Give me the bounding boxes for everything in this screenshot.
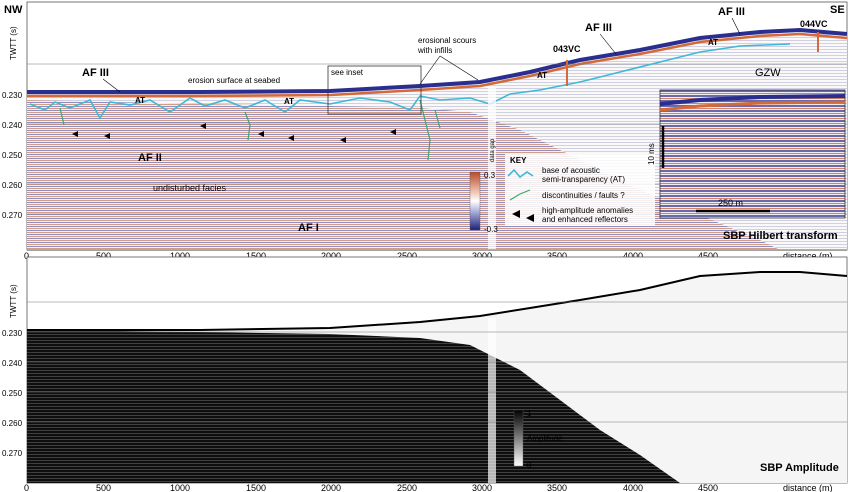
top-seabed-orange <box>27 32 848 98</box>
bottom-y-tick: 0.270 <box>2 449 23 458</box>
label-af3-right: AF III <box>718 6 745 18</box>
label-core-044: 044VC <box>800 19 828 29</box>
bottom-x-tick: 4000 <box>623 483 643 492</box>
top-seabed-reflector <box>27 27 848 94</box>
top-panel: NW SE TWTT (s) 0.230 0.240 0.250 0.260 0… <box>2 1 848 261</box>
top-y-tick: 0.230 <box>2 91 23 100</box>
bottom-title: SBP Amplitude <box>760 462 839 474</box>
top-y-tick: 0.270 <box>2 211 23 220</box>
inset-outline <box>327 65 422 115</box>
inset-panel: 10 ms 250 m <box>647 89 846 219</box>
bottom-y-tick: 0.230 <box>2 329 23 338</box>
key-title: KEY <box>510 156 527 165</box>
bottom-x-tick: 3000 <box>472 483 492 492</box>
bottom-x-tick: 1500 <box>246 483 266 492</box>
key-triangle-left <box>512 210 520 218</box>
top-y-tick: 0.240 <box>2 121 23 130</box>
label-erosion-surface: erosion surface at seabed <box>188 76 280 85</box>
key-item1-b: semi-transparency (AT) <box>542 175 625 184</box>
bottom-x-axis-label: distance (m) <box>783 483 833 492</box>
anomaly-markers <box>72 123 396 143</box>
top-x-tick: 4000 <box>623 251 643 261</box>
label-at-4: AT <box>708 38 718 47</box>
top-y-axis-label: TWTT (s) <box>9 26 18 60</box>
label-scours-2: with infills <box>417 46 452 55</box>
bottom-x-tick: 2500 <box>397 483 417 492</box>
label-undisturbed: undisturbed facies <box>153 183 227 193</box>
bottom-colorbar <box>513 409 524 467</box>
top-x-tick: 3500 <box>547 251 567 261</box>
label-core-043: 043VC <box>553 44 581 54</box>
key-item1-a: base of acoustic <box>542 166 600 175</box>
top-x-tick: 2000 <box>321 251 341 261</box>
data-gap <box>488 86 496 250</box>
top-x-tick: 0 <box>24 251 29 261</box>
bottom-x-tick: 2000 <box>321 483 341 492</box>
bottom-colorbar-label: Amplitude <box>527 434 563 443</box>
key-item2: discontinuities / faults ? <box>542 191 625 200</box>
bottom-x-ticks: 0 500 1000 1500 2000 2500 3000 3500 4000… <box>24 483 833 492</box>
top-x-tick: 4500 <box>698 251 718 261</box>
top-colorbar <box>469 171 481 231</box>
top-x-tick: 500 <box>96 251 111 261</box>
bottom-colorbar-min: 0 <box>527 461 532 470</box>
top-colorbar-max: 0.3 <box>484 171 496 180</box>
bottom-x-tick: 3500 <box>547 483 567 492</box>
top-y-ticks: 0.230 0.240 0.250 0.260 0.270 <box>2 91 23 220</box>
bottom-panel: TWTT (s) 0.230 0.240 0.250 0.260 0.270 0… <box>2 256 848 492</box>
key-item3-a: high-amplitude anomalies <box>542 206 633 215</box>
top-y-tick: 0.250 <box>2 151 23 160</box>
corner-se: SE <box>830 4 845 16</box>
label-at-3: AT <box>537 71 547 80</box>
bottom-data-gap <box>488 318 496 483</box>
top-x-ticks: 0 500 1000 1500 2000 2500 3000 3500 4000… <box>24 249 847 261</box>
label-af3-left: AF III <box>82 67 109 79</box>
label-data-gap: data gap <box>490 138 496 162</box>
top-x-tick: 3000 <box>472 251 492 261</box>
corner-nw: NW <box>4 4 23 16</box>
bottom-y-tick: 0.260 <box>2 419 23 428</box>
label-af3-mid: AF III <box>585 22 612 34</box>
top-x-tick: 1000 <box>170 251 190 261</box>
key-item3-b: and enhanced reflectors <box>542 215 628 224</box>
bottom-x-tick: 4500 <box>698 483 718 492</box>
top-y-tick: 0.260 <box>2 181 23 190</box>
bottom-colorbar-max: 1 <box>527 409 532 418</box>
label-at-1: AT <box>135 96 145 105</box>
bottom-y-tick: 0.250 <box>2 389 23 398</box>
bottom-y-axis-label: TWTT (s) <box>9 284 18 318</box>
label-see-inset: see inset <box>331 68 364 77</box>
key-triangle-right <box>526 214 534 222</box>
label-gzw: GZW <box>755 67 781 79</box>
fault-lines <box>59 99 441 161</box>
inset-scale-h-label: 250 m <box>718 198 743 208</box>
bottom-x-tick: 0 <box>24 483 29 492</box>
key-cyan-line <box>507 168 534 179</box>
bottom-y-ticks: 0.230 0.240 0.250 0.260 0.270 <box>2 329 23 458</box>
label-scours-1: erosional scours <box>418 36 476 45</box>
bottom-x-tick: 500 <box>96 483 111 492</box>
bottom-y-tick: 0.240 <box>2 359 23 368</box>
inset-scale-v-label: 10 ms <box>647 143 656 165</box>
label-at-2: AT <box>284 97 294 106</box>
top-title: SBP Hilbert transform <box>723 230 838 242</box>
top-colorbar-min: -0.3 <box>484 225 498 234</box>
bottom-gridlines <box>27 301 847 423</box>
label-af1: AF I <box>298 222 319 234</box>
top-x-axis-label: distance (m) <box>783 251 833 261</box>
key-green-line <box>509 189 531 201</box>
bottom-x-tick: 1000 <box>170 483 190 492</box>
bottom-seabed <box>27 271 848 331</box>
key: KEY base of acoustic semi-transparency (… <box>505 154 655 226</box>
label-af2: AF II <box>138 152 162 164</box>
top-x-tick: 1500 <box>246 251 266 261</box>
top-x-tick: 2500 <box>397 251 417 261</box>
